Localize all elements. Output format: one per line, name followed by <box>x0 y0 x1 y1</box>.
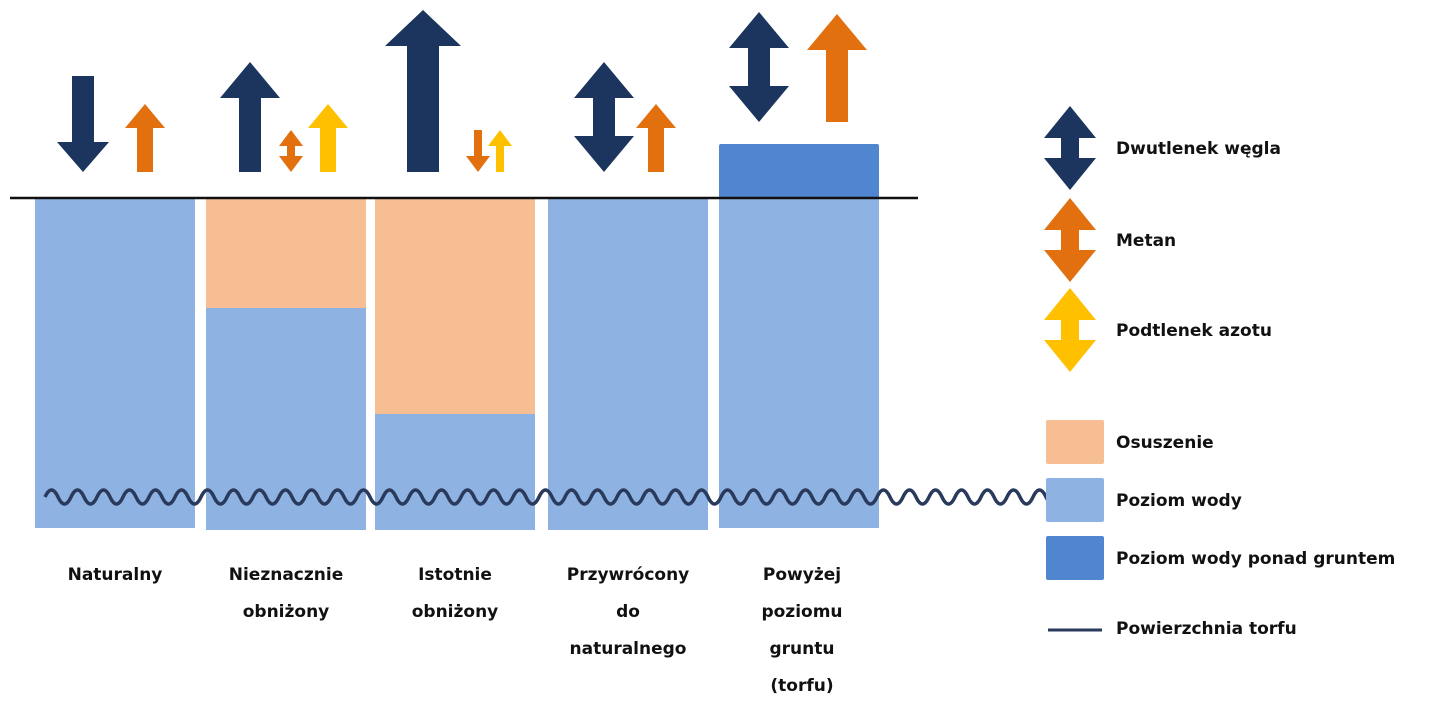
flux-arrows-slightly-lowered <box>220 62 348 172</box>
co2-up-arrow-icon <box>385 10 461 172</box>
legend-item-water_above: Poziom wody ponad gruntem <box>1046 536 1395 580</box>
column-above-ground <box>719 144 879 528</box>
column-label-line: gruntu <box>770 639 835 659</box>
co2-down-arrow-icon <box>57 76 109 172</box>
legend-item-co2: Dwutlenek węgla <box>1044 106 1281 190</box>
ch4-down-arrow-icon <box>466 130 490 172</box>
ch4-up-arrow-icon <box>125 104 165 172</box>
column-label-line: poziomu <box>761 602 842 622</box>
legend-label: Metan <box>1116 231 1176 251</box>
column-label-line: Naturalny <box>68 565 163 585</box>
co2-up-arrow-icon <box>220 62 280 172</box>
flux-arrows-restored <box>574 62 676 172</box>
column-label-line: Nieznacznie <box>229 565 343 585</box>
co2-both-arrow-icon <box>729 12 789 122</box>
legend-label: Osuszenie <box>1116 433 1214 453</box>
ch4-double-arrow-icon <box>1044 198 1096 282</box>
column-label-line: Istotnie <box>418 565 492 585</box>
water-level-area <box>719 198 879 528</box>
legend-item-water: Poziom wody <box>1046 478 1242 522</box>
legend: Dwutlenek węgla Metan Podtlenek azotu Osusz… <box>1044 106 1395 639</box>
peat-surface-wave <box>43 488 1087 506</box>
flux-arrows-layer <box>57 10 867 172</box>
column-significantly-lowered <box>375 198 535 530</box>
ch4-up-arrow-icon <box>807 14 867 122</box>
legend-item-peat_surface: Powierzchnia torfu <box>1048 619 1297 639</box>
column-label-line: Przywrócony <box>567 565 690 585</box>
ch4-up-arrow-icon <box>636 104 676 172</box>
legend-label: Powierzchnia torfu <box>1116 619 1297 639</box>
co2-double-arrow-icon <box>1044 106 1096 190</box>
flux-arrows-natural <box>57 76 165 172</box>
column-slightly-lowered <box>206 198 366 530</box>
column-labels-layer: Naturalny Nieznacznie obniżony Istotnie obni… <box>68 565 843 696</box>
column-label-line: naturalnego <box>570 639 687 659</box>
column-label-line: Powyżej <box>763 565 841 585</box>
column-label-line: obniżony <box>243 602 330 622</box>
column-label-above-ground: Powyżej poziomu gruntu (torfu) <box>761 565 842 696</box>
column-label-line: do <box>616 602 640 622</box>
column-natural <box>35 198 195 528</box>
column-restored <box>548 198 708 530</box>
column-label-restored: Przywrócony do naturalnego <box>567 565 690 659</box>
column-label-significantly-lowered: Istotnie obniżony <box>412 565 499 622</box>
legend-label: Poziom wody <box>1116 491 1242 511</box>
column-label-line: (torfu) <box>770 676 833 696</box>
water_above-swatch-icon <box>1046 536 1104 580</box>
columns-layer <box>35 144 879 530</box>
column-label-natural: Naturalny <box>68 565 163 585</box>
water-level-area <box>35 198 195 528</box>
legend-item-n2o: Podtlenek azotu <box>1044 288 1272 372</box>
legend-item-ch4: Metan <box>1044 198 1176 282</box>
n2o-double-arrow-icon <box>1044 288 1096 372</box>
legend-label: Dwutlenek węgla <box>1116 139 1281 159</box>
co2-both-arrow-icon <box>574 62 634 172</box>
column-label-slightly-lowered: Nieznacznie obniżony <box>229 565 343 622</box>
water-swatch-icon <box>1046 478 1104 522</box>
water-level-area <box>548 198 708 530</box>
n2o-up-arrow-icon <box>488 130 512 172</box>
column-label-line: obniżony <box>412 602 499 622</box>
flux-arrows-significantly-lowered <box>385 10 512 172</box>
ch4-both-arrow-icon <box>279 130 303 172</box>
legend-item-drained: Osuszenie <box>1046 420 1214 464</box>
legend-label: Podtlenek azotu <box>1116 321 1272 341</box>
flux-arrows-above-ground <box>729 12 867 122</box>
legend-label: Poziom wody ponad gruntem <box>1116 549 1395 569</box>
drained-area <box>375 198 535 414</box>
drained-swatch-icon <box>1046 420 1104 464</box>
water-above-ground-area <box>719 144 879 198</box>
n2o-up-arrow-icon <box>308 104 348 172</box>
drained-area <box>206 198 366 308</box>
